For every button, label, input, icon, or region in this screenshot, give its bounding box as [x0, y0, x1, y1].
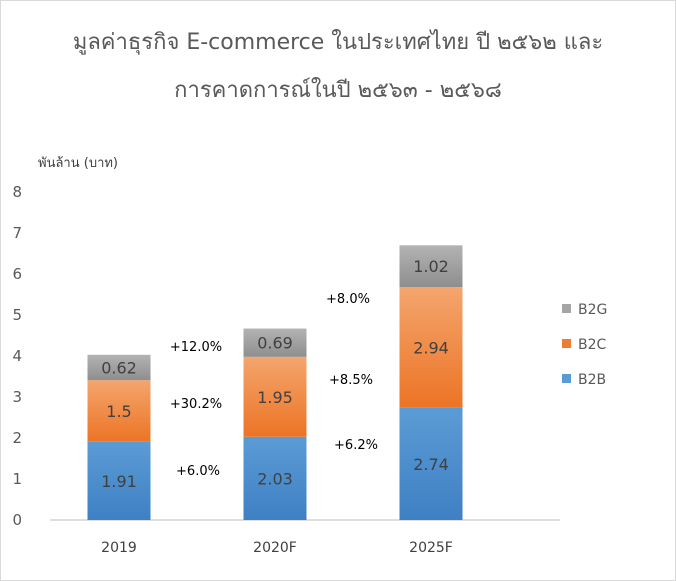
bar-b2g-2025f: [399, 245, 463, 288]
legend: B2G B2C B2B: [562, 302, 607, 388]
y-axis-label: พันล้าน (บาท): [38, 156, 119, 171]
data-label: 1.95: [257, 388, 293, 407]
x-axis: 2019 2020F 2025F: [101, 540, 453, 556]
data-label: 2.74: [413, 455, 449, 474]
legend-label-b2g: B2G: [578, 302, 607, 318]
y-tick-label: 3: [12, 388, 22, 406]
data-label: 2.03: [257, 469, 293, 488]
x-tick-label: 2025F: [409, 540, 453, 556]
bar-b2b-2020f: [243, 436, 307, 520]
bar-b2c-2020f: [243, 356, 307, 437]
bars: 1.91 1.5 0.62 2.03 1.95 0.69 2.74 2.94 1.02: [87, 245, 463, 520]
legend-label-b2b: B2B: [578, 372, 606, 388]
x-tick-label: 2020F: [253, 540, 297, 556]
y-tick-label: 4: [12, 347, 22, 365]
growth-label: +6.2%: [334, 438, 378, 453]
data-label: 0.69: [257, 334, 293, 353]
legend-label-b2c: B2C: [578, 337, 607, 353]
data-label: 0.62: [101, 358, 137, 377]
growth-label: +8.0%: [326, 292, 370, 307]
data-label: 1.91: [101, 472, 137, 491]
legend-swatch-b2g: [562, 304, 571, 313]
growth-label: +8.5%: [329, 373, 373, 388]
growth-label: +6.0%: [176, 464, 220, 479]
chart-title-line-1: มูลค่าธุรกิจ E-commerce ในประเทศไทย ปี ๒…: [72, 30, 604, 55]
bar-b2c-2025f: [399, 287, 463, 408]
y-tick-label: 2: [12, 429, 22, 447]
bar-b2c-2019: [87, 380, 151, 442]
bar-b2b-2019: [87, 441, 151, 520]
data-label: 1.5: [106, 402, 131, 421]
bar-b2b-2025f: [399, 407, 463, 520]
chart-title-line-2: การคาดการณ์ในปี ๒๕๖๓ - ๒๕๖๘: [174, 78, 502, 103]
y-tick-label: 1: [12, 470, 22, 488]
y-tick-label: 6: [12, 265, 22, 283]
y-tick-label: 0: [12, 511, 22, 529]
growth-annotations: +12.0% +30.2% +6.0% +8.0% +8.5% +6.2%: [170, 292, 378, 479]
y-tick-label: 8: [12, 183, 22, 201]
y-tick-label: 5: [12, 306, 22, 324]
data-label: 1.02: [413, 257, 449, 276]
data-label: 2.94: [413, 338, 449, 357]
legend-swatch-b2b: [562, 374, 571, 383]
x-tick-label: 2019: [101, 540, 137, 556]
bar-b2g-2020f: [243, 328, 307, 357]
y-axis: 0 1 2 3 4 5 6 7 8: [12, 183, 22, 529]
growth-label: +12.0%: [170, 340, 222, 355]
y-tick-label: 7: [12, 224, 22, 242]
legend-swatch-b2c: [562, 339, 571, 348]
growth-label: +30.2%: [170, 397, 222, 412]
bar-b2g-2019: [87, 354, 151, 381]
